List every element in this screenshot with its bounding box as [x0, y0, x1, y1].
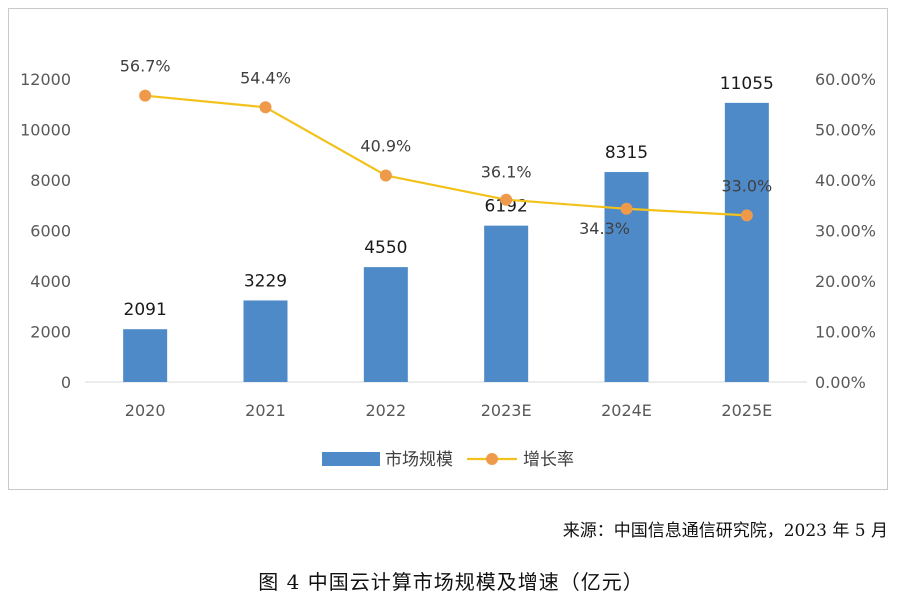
y-right-tick-label: 40.00%: [815, 171, 876, 190]
chart-frame: 0 2000 4000 6000 8000 10000 12000 0.00% 10.00% 20…: [8, 8, 888, 490]
x-tick-label: 2020: [125, 401, 166, 420]
line-value-label: 54.4%: [240, 68, 291, 87]
bar-value-label: 11055: [720, 74, 774, 94]
source-note: 来源：中国信息通信研究院，2023 年 5 月: [562, 521, 888, 541]
y-right-tick-label: 60.00%: [815, 70, 876, 89]
y-left-tick-label: 4000: [30, 272, 71, 291]
x-tick-label: 2024E: [601, 401, 652, 420]
x-tick-label: 2023E: [481, 401, 532, 420]
growth-line: [145, 94, 747, 217]
line-value-label: 33.0%: [721, 176, 772, 195]
line-point: [139, 89, 152, 102]
combo-chart: 0 2000 4000 6000 8000 10000 12000 0.00% 10.00% 20…: [20, 57, 876, 470]
bar-value-label: 8315: [605, 143, 648, 163]
line-point: [259, 101, 272, 114]
line-value-label: 34.3%: [579, 219, 630, 238]
y-left-tick-label: 8000: [30, 171, 71, 190]
y-right-tick-label: 50.00%: [815, 121, 876, 140]
y-left-tick-label: 10000: [20, 121, 71, 140]
bar: [724, 102, 769, 382]
figure-caption: 图 4 中国云计算市场规模及增速（亿元）: [258, 570, 644, 594]
line-point: [379, 169, 392, 182]
y-left-tick-label: 2000: [30, 323, 71, 342]
bar: [363, 267, 408, 382]
legend-bar-label: 市场规模: [385, 450, 453, 470]
bar-value-label: 2091: [124, 300, 167, 320]
bar-value-label: 6192: [485, 197, 528, 217]
line-point: [620, 202, 633, 215]
y-right-tick-label: 30.00%: [815, 222, 876, 241]
line-value-label: 40.9%: [360, 136, 411, 155]
bar: [123, 329, 168, 382]
x-tick-label: 2022: [365, 401, 406, 420]
bar-value-label: 4550: [364, 238, 407, 258]
y-right-tick-label: 0.00%: [815, 373, 866, 392]
line-value-label: 36.1%: [481, 163, 532, 182]
line-point: [740, 209, 753, 222]
legend-bar-swatch: [322, 452, 380, 466]
y-left-tick-label: 6000: [30, 222, 71, 241]
y-left-tick-label: 12000: [20, 70, 71, 89]
y-right-tick-label: 10.00%: [815, 323, 876, 342]
line-value-label: 56.7%: [120, 57, 171, 76]
y-left-tick-label: 0: [61, 373, 71, 392]
line-point: [500, 193, 513, 206]
legend-line-marker: [486, 453, 498, 465]
x-tick-label: 2025E: [721, 401, 772, 420]
bar-value-label: 3229: [244, 271, 287, 291]
y-right-tick-label: 20.00%: [815, 272, 876, 291]
bar: [484, 225, 529, 382]
legend-line-label: 增长率: [523, 450, 574, 470]
x-tick-label: 2021: [245, 401, 286, 420]
bar: [243, 300, 288, 382]
